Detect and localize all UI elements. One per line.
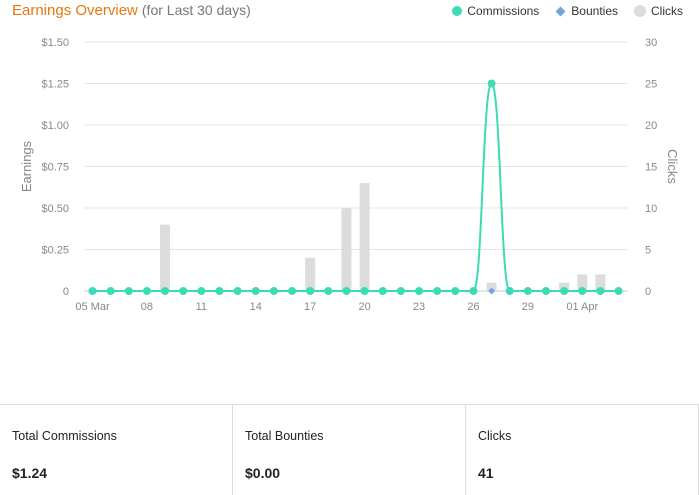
commissions-point	[251, 287, 260, 295]
y2-tick-label: 5	[645, 245, 651, 257]
x-tick-label: 17	[304, 301, 316, 313]
clicks-bar	[359, 183, 370, 291]
commissions-point	[324, 287, 333, 295]
commissions-point	[142, 287, 151, 295]
commissions-point	[560, 287, 569, 295]
commissions-point	[197, 287, 206, 295]
x-tick-label: 14	[250, 301, 262, 313]
commissions-point	[451, 287, 460, 295]
commissions-point	[360, 287, 369, 295]
y-tick-label: $1.00	[41, 120, 69, 132]
commissions-point	[179, 287, 188, 295]
summary-label: Clicks	[478, 429, 512, 443]
commissions-point	[433, 287, 442, 295]
commissions-point	[396, 287, 405, 295]
commissions-point	[88, 287, 97, 295]
summary-label: Total Bounties	[245, 429, 324, 443]
y2-tick-label: 25	[645, 79, 657, 91]
x-tick-label: 26	[467, 301, 479, 313]
x-tick-label: 20	[358, 301, 370, 313]
commissions-point	[215, 287, 224, 295]
x-tick-label: 01 Apr	[566, 301, 598, 313]
summary-card-bounties: Total Bounties $0.00	[233, 405, 466, 495]
commissions-point	[233, 287, 242, 295]
legend-label-bounties: Bounties	[571, 4, 618, 18]
commissions-point	[523, 287, 532, 295]
x-tick-label: 29	[522, 301, 534, 313]
commissions-point	[614, 287, 623, 295]
bounties-point	[488, 287, 496, 295]
commissions-point	[415, 287, 424, 295]
summary-value: $1.24	[12, 465, 48, 481]
summary-panel: Total Commissions $1.24 Total Bounties $…	[0, 404, 699, 495]
y-tick-label: $0.50	[41, 203, 69, 215]
x-tick-label: 05 Mar	[75, 301, 110, 313]
earnings-chart: $1.50 30 $1.25 25 $1.00 20 $0.75 15 $0.50 10 $0.25…	[19, 37, 680, 313]
clicks-bar	[305, 257, 316, 291]
y-tick-label: $1.50	[41, 37, 69, 49]
legend-item-clicks[interactable]: Clicks	[634, 4, 683, 18]
commissions-point	[505, 287, 514, 295]
commissions-point	[161, 287, 170, 295]
x-tick-label: 23	[413, 301, 425, 313]
circle-swatch-icon	[634, 5, 646, 17]
clicks-bar	[559, 282, 570, 291]
circle-marker-icon	[452, 6, 463, 16]
legend-label-clicks: Clicks	[651, 4, 683, 18]
summary-label: Total Commissions	[12, 429, 117, 443]
commissions-point	[106, 287, 115, 295]
y2-tick-label: 0	[645, 286, 651, 298]
summary-value: 41	[478, 465, 494, 481]
x-tick-label: 08	[141, 301, 153, 313]
y-tick-label: 0	[63, 286, 69, 298]
commissions-point	[469, 287, 478, 295]
y2-tick-label: 10	[645, 203, 657, 215]
commissions-point	[269, 287, 278, 295]
commissions-point	[596, 287, 605, 295]
y2-tick-label: 30	[645, 37, 657, 49]
commissions-point	[124, 287, 133, 295]
clicks-bar	[341, 208, 352, 291]
summary-card-commissions: Total Commissions $1.24	[0, 405, 233, 495]
commissions-point	[342, 287, 351, 295]
clicks-bar	[160, 224, 171, 291]
y-tick-label: $0.25	[41, 245, 69, 257]
commissions-point	[542, 287, 550, 295]
clicks-bar	[595, 274, 606, 291]
commissions-point	[306, 287, 315, 295]
legend-label-commissions: Commissions	[467, 4, 540, 18]
y2-axis-title: Clicks	[665, 149, 680, 184]
y-tick-label: $0.75	[41, 162, 69, 174]
summary-value: $0.00	[245, 465, 281, 481]
chart-title: Earnings Overview (for Last 30 days)	[12, 2, 251, 19]
legend-item-commissions[interactable]: Commissions	[452, 4, 539, 18]
page-subtitle: (for Last 30 days)	[141, 2, 251, 18]
y-tick-label: $1.25	[41, 79, 69, 91]
y2-tick-label: 20	[645, 120, 657, 132]
x-tick-label: 11	[196, 301, 207, 313]
y-axis-title: Earnings	[19, 140, 34, 192]
page-title: Earnings Overview	[12, 2, 138, 19]
clicks-bar	[577, 274, 588, 291]
legend-item-bounties[interactable]: Bounties	[555, 4, 618, 18]
commissions-line	[92, 82, 619, 292]
commissions-point	[487, 79, 496, 88]
summary-card-clicks: Clicks 41	[466, 405, 699, 495]
chart-legend: Commissions Bounties Clicks	[452, 4, 683, 18]
clicks-bar	[486, 282, 497, 291]
commissions-point	[288, 287, 297, 295]
commissions-point	[378, 287, 387, 295]
y2-tick-label: 15	[645, 162, 657, 174]
commissions-point	[578, 287, 587, 295]
